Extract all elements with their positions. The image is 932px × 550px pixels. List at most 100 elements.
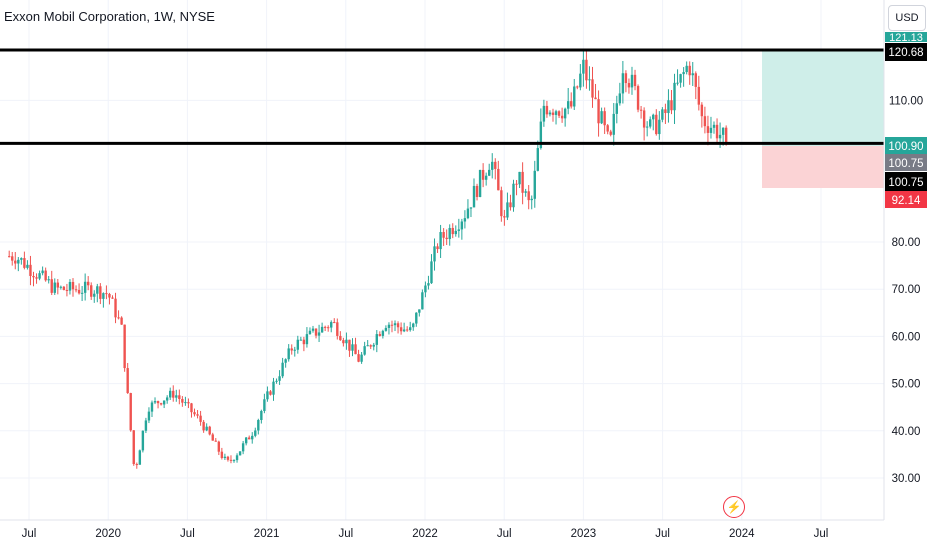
candle-body <box>272 381 275 395</box>
candle-body <box>649 119 652 127</box>
candle-body <box>96 286 99 294</box>
candle-body <box>393 323 397 326</box>
candle-body <box>248 437 251 440</box>
price-axis[interactable]: 30.00 40.00 50.00 60.00 70.00 80.00 110.00 <box>889 95 923 485</box>
candle-body <box>320 326 324 333</box>
candle-body <box>59 286 63 288</box>
candle-body <box>363 346 366 355</box>
candle-body <box>172 390 175 398</box>
candle-body <box>639 109 643 111</box>
candle-body <box>302 339 306 345</box>
candle-body <box>229 459 233 461</box>
candle-body <box>718 134 722 139</box>
candle-body <box>484 175 488 180</box>
candle-body <box>673 82 676 111</box>
candle-body <box>345 339 348 344</box>
candle-body <box>703 116 707 127</box>
candle-body <box>469 207 473 209</box>
target-tag-bg <box>885 32 927 42</box>
last-price-tag-bg <box>885 154 927 171</box>
candle-body <box>712 124 716 128</box>
candle-body <box>17 259 20 264</box>
candle-body <box>560 115 564 119</box>
candle-body <box>630 74 634 88</box>
y-tick-label: 50.00 <box>892 379 921 391</box>
candle-body <box>333 322 336 324</box>
candle-body <box>351 344 354 351</box>
candle-body <box>724 127 728 145</box>
candle-body <box>14 260 17 264</box>
candle-body <box>123 324 126 369</box>
candle-body <box>129 393 132 431</box>
candle-body <box>679 74 682 83</box>
candle-body <box>336 322 339 336</box>
candle-body <box>178 395 181 399</box>
candle-body <box>518 171 521 185</box>
x-tick-label: 2022 <box>412 528 438 540</box>
candle-body <box>117 317 120 319</box>
candle-body <box>439 232 442 250</box>
y-tick-label: 70.00 <box>892 284 921 296</box>
currency-button[interactable]: USD <box>888 5 926 31</box>
candle-body <box>399 327 403 332</box>
candle-body <box>582 59 585 74</box>
candle-body <box>636 86 640 110</box>
candle-body <box>138 450 142 465</box>
candle-body <box>478 169 482 197</box>
candle-body <box>147 411 151 421</box>
close-price-tag-bg <box>885 172 927 191</box>
candle-body <box>521 171 524 193</box>
candle-body <box>509 202 512 208</box>
candle-body <box>196 414 199 416</box>
candle-body <box>90 285 93 297</box>
candle-body <box>463 218 467 222</box>
candle-body <box>241 443 245 452</box>
candle-body <box>35 277 38 279</box>
candle-body <box>436 246 439 250</box>
candle-body <box>645 126 649 128</box>
candle-body <box>296 339 300 350</box>
candle-body <box>238 451 242 456</box>
chart-title: Exxon Mobil Corporation, 1W, NYSE <box>4 9 215 24</box>
candle-body <box>372 344 375 347</box>
candle-body <box>615 103 618 114</box>
candle-body <box>190 403 193 413</box>
x-tick-label: Jul <box>338 528 353 540</box>
candle-body <box>609 131 612 135</box>
candle-body <box>20 258 23 260</box>
candle-body <box>664 109 667 114</box>
candle-body <box>588 79 591 81</box>
candle-body <box>369 345 372 347</box>
candle-body <box>378 334 382 336</box>
candle-body <box>375 334 378 345</box>
candle-body <box>93 293 96 297</box>
candle-body <box>670 100 673 111</box>
candle-body <box>330 322 333 328</box>
candle-body <box>68 281 72 291</box>
candle-body <box>700 104 704 117</box>
x-tick-label: Jul <box>497 528 512 540</box>
candle-body <box>184 402 187 404</box>
candle-body <box>251 435 254 440</box>
candle-body <box>427 283 430 286</box>
time-axis[interactable]: Jul 2020 Jul 2021 Jul 2022 Jul 2023 Jul 2024 Jul <box>22 528 829 540</box>
lightning-bolt-icon[interactable]: ⚡ <box>723 496 745 518</box>
candle-body <box>460 221 464 230</box>
candle-body <box>536 148 540 171</box>
candle-body <box>433 246 436 262</box>
candle-body <box>214 440 217 442</box>
candle-body <box>551 112 555 115</box>
candle-body <box>314 328 318 336</box>
candle-body <box>542 105 546 122</box>
candle-body <box>211 434 214 441</box>
profit-zone <box>762 50 884 146</box>
candle-body <box>415 312 418 324</box>
stop-tag-label: 92.14 <box>892 195 921 207</box>
candle-body <box>445 237 448 240</box>
candle-body <box>366 345 369 347</box>
candle-body <box>217 441 221 452</box>
candle-body <box>326 327 330 329</box>
candle-body <box>512 183 515 208</box>
candle-body <box>77 289 81 294</box>
